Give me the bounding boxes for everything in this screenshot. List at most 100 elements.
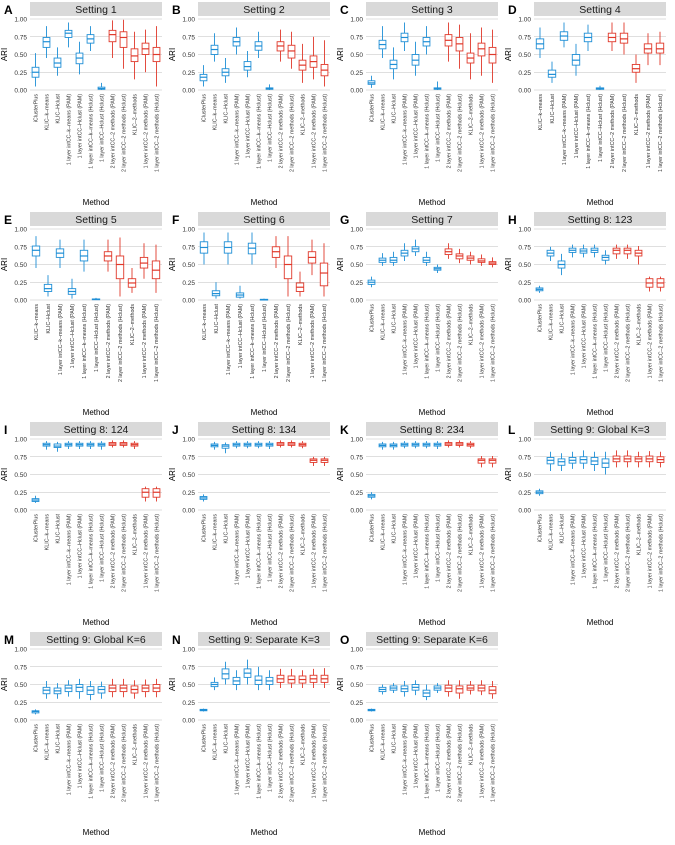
x-tick-label: 2 layer intCC–2 methods (PAM) (106, 304, 112, 379)
box-iqr (115, 255, 125, 280)
x-tick-label: KLIC–2–methods (301, 94, 307, 135)
box-8 (612, 450, 621, 468)
x-axis-label: Method (251, 618, 278, 627)
panel-letter: K (340, 423, 349, 437)
box-8 (612, 244, 621, 259)
x-tick-label: 1 layer intCC–Hclust (Hclust) (604, 514, 610, 582)
box-10 (298, 441, 307, 449)
x-tick-label: 1 layer intCC–k–means (Hclust) (89, 94, 95, 169)
x-tick-label: 1 layer intCC–k–means (Hclust) (586, 94, 592, 169)
x-tick-label: 2 layer intCC–2 methods (Hclust) (458, 724, 464, 802)
panel-title: Setting 2 (243, 4, 285, 16)
box-10 (634, 451, 643, 468)
x-tick-label: KLIC–k–means (213, 514, 219, 551)
x-tick-label: KLIC–Hclust (224, 93, 230, 123)
x-tick-label: KLIC–Hclust (392, 723, 398, 753)
box-4 (235, 285, 245, 299)
y-tick-label: 0.00 (182, 298, 195, 305)
box-6 (590, 244, 599, 258)
y-tick-label: 0.75 (350, 664, 363, 671)
x-tick-label: 1 layer intCC–2 methods (Hclust) (322, 304, 328, 382)
x-tick-label: KLIC–2–methods (469, 724, 475, 765)
box-iqr (287, 44, 296, 59)
box-12 (152, 678, 161, 698)
box-9 (455, 680, 464, 699)
y-axis-label: ARI (336, 468, 345, 481)
box-4 (67, 278, 77, 299)
y-tick-label: 0.75 (518, 454, 531, 461)
y-axis-label: ARI (336, 48, 345, 61)
x-tick-label: 1 layer intCC–2 methods (Hclust) (155, 724, 161, 802)
box-3 (53, 47, 62, 76)
box-7 (433, 264, 442, 274)
y-tick-label: 0.50 (182, 52, 195, 59)
box-3 (389, 441, 398, 450)
panel-F: F Setting 6 0.00 0.25 0.50 0.75 1.00 ARI KLIC–k–… (168, 212, 330, 417)
box-6 (254, 666, 263, 691)
box-7 (433, 441, 442, 449)
box-1 (367, 75, 376, 88)
box-2 (42, 441, 51, 450)
x-tick-label: 1 layer intCC–k–means (Hclust) (257, 94, 263, 169)
box-1 (199, 708, 208, 712)
y-tick-label: 1.00 (518, 17, 531, 24)
box-3 (389, 47, 398, 80)
box-6 (86, 441, 95, 449)
panel-B: B Setting 2 0.00 0.25 0.50 0.75 1.00 ARI iCluste… (168, 2, 330, 207)
x-tick-label: 1 layer intCC–2 methods (Hclust) (155, 94, 161, 172)
box-11 (655, 31, 665, 66)
box-11 (151, 244, 161, 293)
panel-title: Setting 9: Global K=6 (46, 634, 146, 646)
x-tick-label: 1 layer intCC–2 methods (PAM) (480, 94, 486, 169)
y-tick-label: 0.75 (350, 34, 363, 41)
box-7 (97, 681, 106, 699)
panel-title: Setting 7 (411, 214, 453, 226)
y-tick-label: 0.75 (14, 34, 27, 41)
x-tick-label: KLIC–2–methods (301, 514, 307, 555)
y-tick-label: 0.00 (350, 508, 363, 515)
y-tick-label: 1.00 (518, 227, 531, 234)
box-11 (477, 254, 486, 266)
box-7 (601, 451, 610, 475)
x-tick-label: 2 layer intCC–2 methods (Hclust) (286, 304, 292, 382)
x-tick-label: 1 layer intCC–2 methods (Hclust) (323, 94, 329, 172)
x-tick-label: 2 layer intCC–2 methods (Hclust) (622, 94, 628, 172)
box-1 (367, 276, 376, 288)
box-iqr (455, 685, 464, 694)
panel-H: H Setting 8: 123 0.00 0.25 0.50 0.75 1.00 ARI iC… (504, 212, 666, 417)
box-5 (411, 680, 420, 696)
x-tick-label: 2 layer intCC–2 methods (PAM) (615, 514, 621, 589)
y-tick-label: 0.25 (14, 700, 27, 707)
box-11 (309, 456, 318, 466)
box-5 (579, 244, 588, 258)
box-11 (141, 679, 150, 698)
box-1 (31, 53, 40, 87)
x-tick-label: 1 layer intCC–Hclust (PAM) (238, 304, 244, 369)
box-5 (75, 678, 84, 699)
x-tick-label: 1 layer intCC–2 methods (PAM) (480, 304, 486, 379)
x-tick-label: KLIC–2–methods (637, 304, 643, 345)
x-tick-label: 1 layer intCC–k–means (Hclust) (89, 724, 95, 799)
panel-letter: M (4, 633, 14, 647)
x-tick-label: 1 layer intCC–Hclust (PAM) (78, 94, 84, 159)
box-6 (422, 26, 431, 55)
box-iqr (130, 48, 139, 63)
panel-J: J Setting 8: 134 0.00 0.25 0.50 0.75 1.00 ARI iC… (168, 422, 330, 627)
y-axis-label: ARI (0, 258, 9, 271)
y-tick-label: 0.75 (14, 664, 27, 671)
box-5 (411, 239, 420, 256)
y-tick-label: 0.50 (518, 52, 531, 59)
y-tick-label: 0.75 (182, 34, 195, 41)
panel-A: A Setting 1 0.00 0.25 0.50 0.75 1.00 ARI iCluste… (0, 2, 162, 207)
y-tick-label: 0.25 (518, 280, 531, 287)
box-7 (265, 670, 274, 691)
x-axis-label: Method (83, 618, 110, 627)
box-4 (64, 441, 73, 449)
y-tick-label: 0.50 (182, 262, 195, 269)
x-tick-label: 1 layer intCC–Hclust (PAM) (246, 724, 252, 789)
box-9 (631, 54, 641, 83)
box-4 (400, 243, 409, 261)
y-tick-label: 0.25 (14, 490, 27, 497)
y-tick-label: 0.50 (182, 472, 195, 479)
x-axis-label: Method (251, 408, 278, 417)
